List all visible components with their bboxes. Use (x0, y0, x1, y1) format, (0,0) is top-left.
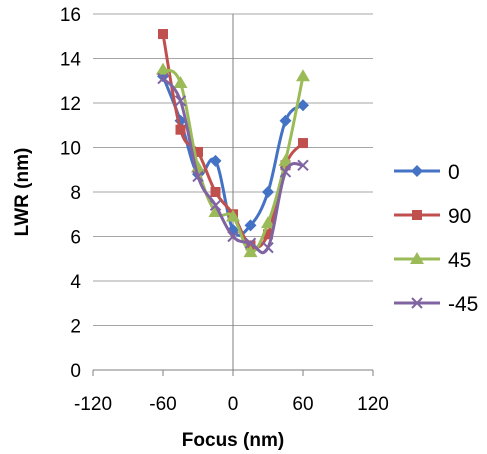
legend-marker-triangle (410, 252, 424, 264)
x-tick-label: 0 (228, 394, 239, 415)
data-point-x (192, 170, 204, 183)
data-point-diamond (244, 219, 257, 232)
data-point-square (193, 146, 203, 157)
y-tick-label: 0 (70, 361, 81, 382)
data-point-square (210, 187, 221, 197)
x-tick-label: 60 (292, 394, 313, 415)
data-point-diamond (297, 99, 309, 112)
x-axis-title: Focus (nm) (182, 430, 284, 451)
legend-marker-diamond (411, 165, 423, 177)
legend-label: 0 (448, 161, 460, 184)
x-tick-label: -120 (74, 394, 112, 415)
y-axis-title: LWR (nm) (12, 148, 33, 237)
legend-entry: -45 (394, 293, 478, 316)
data-point-triangle (278, 153, 293, 166)
y-tick-label: 14 (60, 50, 82, 71)
y-tick-label: 8 (70, 183, 81, 204)
legend-entry: 45 (394, 249, 471, 272)
series--45 (157, 72, 309, 255)
x-tick-label: 120 (357, 394, 389, 415)
data-point-triangle (156, 62, 170, 75)
data-point-diamond (279, 114, 292, 127)
legend-entry: 90 (394, 205, 471, 228)
data-point-square (298, 138, 308, 149)
series-layer (156, 29, 310, 258)
data-point-x (227, 230, 239, 243)
legend-marker-square (412, 210, 422, 220)
legend-label: -45 (448, 293, 478, 316)
y-tick-label: 12 (60, 94, 81, 115)
data-point-x (262, 241, 274, 254)
data-point-square (158, 29, 168, 40)
data-point-x (209, 199, 222, 212)
data-point-diamond (262, 186, 274, 198)
y-tick-label: 10 (60, 139, 81, 160)
tick-labels: 0 2 4 6 8 10 12 14 16 -120 -60 0 60 120 (60, 5, 389, 415)
data-point-x (279, 166, 292, 178)
legend-label: 45 (448, 249, 471, 272)
data-point-square (175, 124, 186, 135)
legend: 0 90 45 -45 (394, 161, 478, 316)
y-tick-label: 6 (70, 228, 81, 249)
data-point-triangle (296, 69, 310, 82)
data-point-square (263, 229, 273, 240)
axes (92, 14, 374, 376)
y-tick-label: 16 (60, 5, 81, 26)
data-point-diamond (209, 154, 222, 167)
legend-label: 90 (448, 205, 471, 228)
data-point-x (244, 237, 257, 249)
legend-marker-x (411, 297, 423, 309)
data-point-triangle (226, 209, 240, 222)
x-tick-label: -60 (149, 394, 176, 415)
data-point-triangle (243, 245, 258, 258)
y-tick-label: 4 (70, 272, 81, 293)
legend-entry: 0 (394, 161, 460, 184)
data-point-triangle (261, 216, 275, 229)
y-tick-label: 2 (70, 317, 81, 338)
data-point-x (174, 95, 187, 107)
data-point-x (297, 159, 309, 172)
data-point-triangle (173, 75, 188, 88)
data-point-x (157, 72, 169, 85)
